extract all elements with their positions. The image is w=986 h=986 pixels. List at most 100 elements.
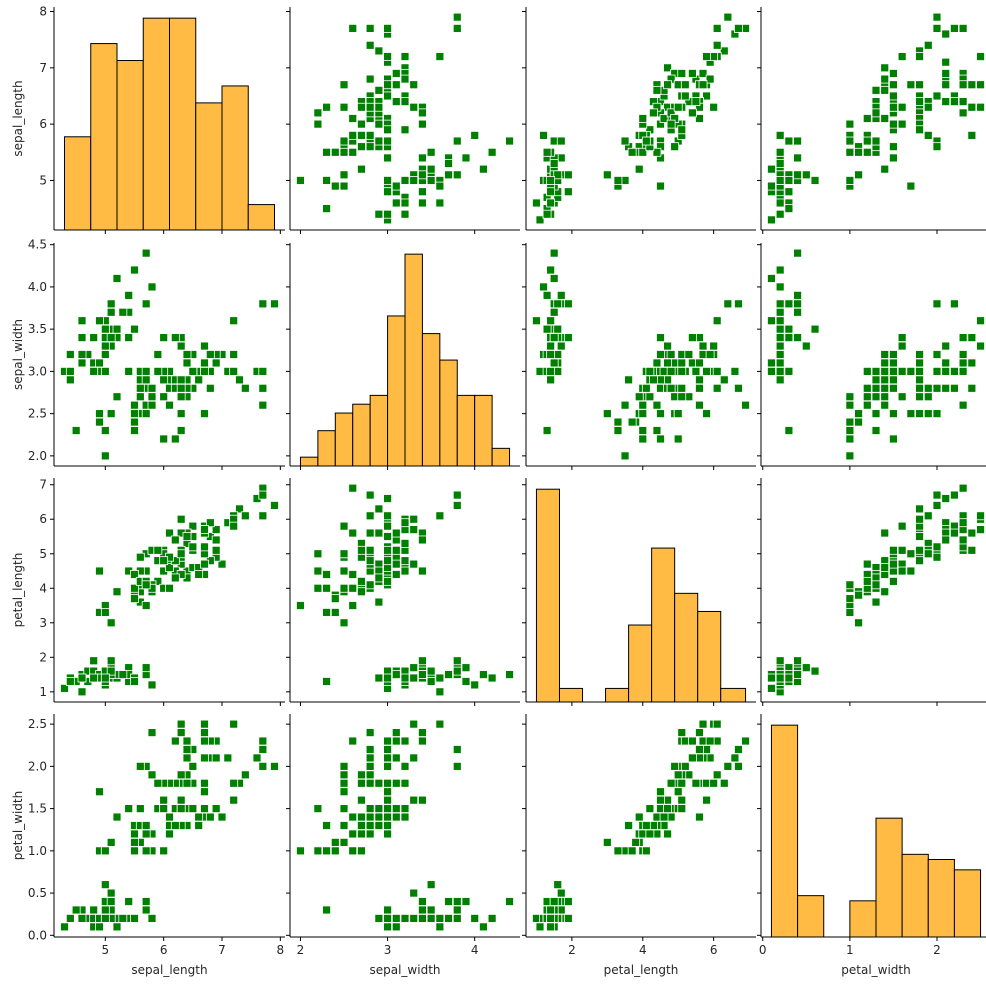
scatter-point — [452, 656, 462, 666]
scatter-point — [631, 837, 641, 847]
scatter-point — [65, 366, 75, 376]
scatter-point — [784, 136, 794, 146]
scatter-point — [365, 74, 375, 84]
scatter-point — [229, 316, 239, 326]
scatter-point — [170, 333, 180, 343]
scatter-point — [649, 108, 658, 118]
scatter-point — [698, 341, 708, 351]
scatter-point — [313, 119, 323, 129]
scatter-point — [712, 40, 722, 50]
scatter-point — [176, 392, 186, 402]
scatter-point — [695, 812, 704, 822]
scatter-point — [677, 392, 687, 402]
scatter-point — [680, 80, 690, 90]
scatter-point — [889, 80, 898, 90]
scatter-point — [383, 787, 392, 797]
scatter-point — [391, 570, 401, 579]
scatter-point — [374, 528, 384, 538]
scatter-point — [77, 914, 87, 923]
scatter-point — [941, 97, 951, 107]
scatter-point — [556, 290, 566, 300]
scatter-point — [862, 383, 872, 393]
scatter-point — [130, 265, 139, 275]
scatter-point — [673, 102, 683, 112]
scatter-point — [141, 409, 151, 419]
scatter-point — [880, 563, 890, 572]
scatter-point — [709, 778, 719, 788]
scatter-point — [270, 299, 279, 309]
panel-sepal_width-vs-sepal_width — [286, 243, 520, 470]
scatter-point — [100, 914, 110, 923]
scatter-point — [182, 358, 192, 368]
scatter-point — [915, 80, 924, 90]
scatter-point — [200, 778, 209, 788]
scatter-point — [976, 102, 985, 112]
scatter-point — [89, 656, 99, 666]
x-axis-title: sepal_width — [369, 963, 440, 977]
scatter-point — [95, 316, 104, 326]
scatter-point — [941, 341, 951, 351]
scatter-point — [409, 514, 419, 524]
scatter-point — [793, 307, 802, 317]
scatter-point — [958, 518, 968, 528]
scatter-point — [730, 366, 740, 376]
scatter-point — [365, 511, 375, 521]
scatter-point — [452, 761, 462, 771]
scatter-point — [176, 549, 186, 559]
scatter-point — [845, 594, 855, 604]
scatter-point — [400, 176, 410, 185]
scatter-point — [374, 812, 384, 822]
scatter-point — [470, 130, 480, 140]
scatter-point — [391, 69, 401, 78]
scatter-point — [435, 673, 445, 683]
scatter-point — [176, 719, 186, 729]
scatter-point — [695, 114, 704, 123]
scatter-point — [135, 383, 145, 393]
scatter-point — [322, 821, 331, 830]
scatter-point — [880, 63, 890, 73]
scatter-point — [100, 880, 110, 890]
scatter-point — [889, 69, 898, 78]
scatter-point — [409, 719, 419, 729]
scatter-point — [775, 198, 785, 208]
scatter-point — [549, 333, 559, 343]
scatter-point — [313, 549, 323, 559]
scatter-point — [976, 341, 985, 351]
scatter-point — [118, 307, 128, 317]
scatter-point — [348, 583, 358, 593]
scatter-point — [418, 914, 427, 923]
scatter-point — [666, 778, 676, 788]
scatter-point — [880, 366, 890, 376]
scatter-point — [613, 417, 623, 427]
scatter-point — [141, 366, 151, 376]
scatter-point — [652, 85, 662, 95]
scatter-point — [702, 795, 711, 805]
scatter-point — [556, 341, 566, 351]
scatter-point — [170, 573, 180, 583]
y-tick-label: 3 — [39, 616, 47, 630]
scatter-point — [400, 198, 410, 208]
scatter-point — [141, 905, 151, 915]
scatter-point — [141, 580, 151, 590]
scatter-point — [418, 795, 427, 805]
scatter-point — [147, 282, 157, 292]
scatter-point — [170, 736, 180, 746]
scatter-point — [205, 383, 215, 393]
scatter-point — [391, 97, 401, 107]
hist-bar — [387, 315, 406, 467]
scatter-point — [627, 147, 637, 157]
scatter-point — [339, 821, 349, 830]
panel-petal_length-vs-sepal_width — [286, 478, 520, 706]
scatter-point — [258, 761, 268, 771]
scatter-point — [889, 576, 898, 586]
scatter-point — [810, 176, 820, 185]
scatter-point — [801, 341, 811, 351]
hist-bar — [535, 488, 560, 703]
scatter-point — [188, 366, 198, 376]
scatter-point — [374, 85, 384, 95]
scatter-point — [365, 761, 375, 771]
scatter-point — [845, 400, 855, 410]
scatter-point — [880, 114, 890, 123]
scatter-point — [673, 409, 683, 419]
scatter-point — [549, 159, 559, 168]
